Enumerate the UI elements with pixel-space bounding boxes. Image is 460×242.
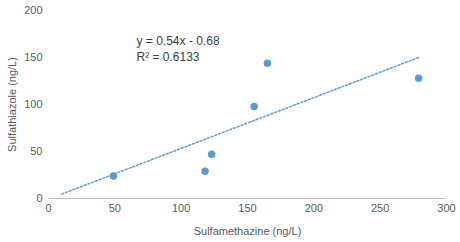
svg-text:250: 250 <box>371 202 389 214</box>
svg-text:150: 150 <box>238 202 256 214</box>
svg-text:Sulfamethazine (ng/L): Sulfamethazine (ng/L) <box>194 225 302 237</box>
svg-text:Sulfathiazole (ng/L): Sulfathiazole (ng/L) <box>6 57 18 152</box>
svg-text:150: 150 <box>24 51 42 63</box>
svg-text:y = 0.54x - 0.68: y = 0.54x - 0.68 <box>137 34 220 48</box>
svg-text:0: 0 <box>36 192 42 204</box>
svg-text:50: 50 <box>109 202 121 214</box>
svg-text:100: 100 <box>24 98 42 110</box>
svg-text:R² = 0.6133: R² = 0.6133 <box>137 50 200 64</box>
svg-text:0: 0 <box>45 202 51 214</box>
svg-text:300: 300 <box>437 202 455 214</box>
svg-text:100: 100 <box>172 202 190 214</box>
svg-text:200: 200 <box>305 202 323 214</box>
svg-text:50: 50 <box>30 145 42 157</box>
svg-text:200: 200 <box>24 4 42 16</box>
